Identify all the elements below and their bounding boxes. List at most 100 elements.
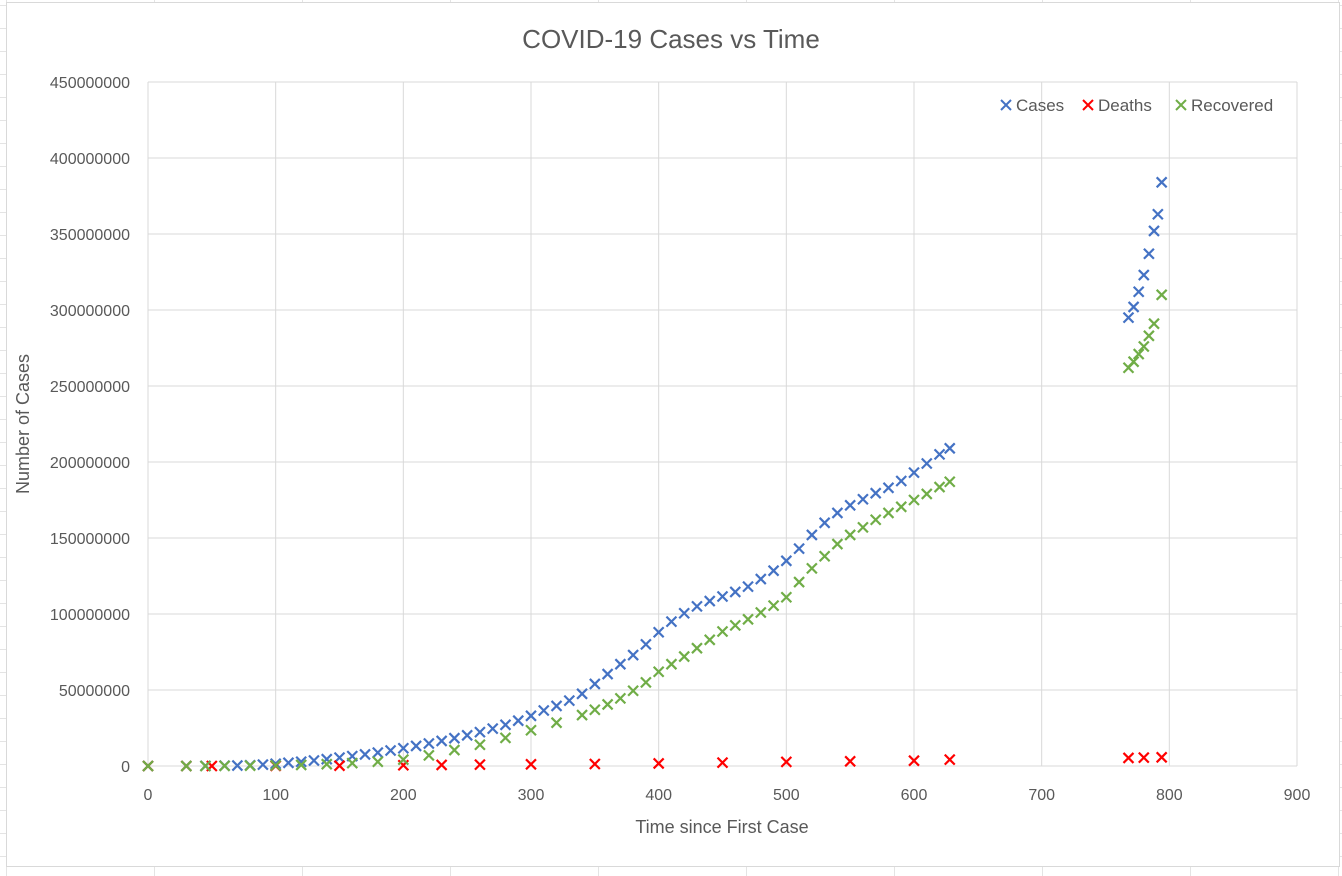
data-point — [346, 757, 359, 769]
data-point — [1155, 176, 1168, 189]
data-point — [1143, 247, 1155, 260]
legend-entry[interactable]: Deaths — [1098, 96, 1152, 115]
data-point — [908, 494, 920, 506]
data-point — [703, 595, 716, 607]
data-point — [435, 735, 448, 747]
data-point — [895, 475, 908, 487]
data-point — [818, 517, 831, 529]
x-axis-label: Time since First Case — [635, 817, 808, 837]
data-point — [780, 756, 793, 768]
data-point — [269, 757, 282, 770]
data-point — [869, 513, 882, 526]
legend-entry[interactable]: Recovered — [1191, 96, 1273, 115]
data-point — [423, 737, 435, 750]
data-point — [652, 757, 665, 770]
data-point — [943, 475, 956, 488]
data-point — [448, 744, 461, 756]
data-point — [512, 714, 525, 727]
data-point — [474, 726, 486, 738]
data-point — [1138, 340, 1150, 353]
data-point — [652, 626, 665, 639]
y-tick-label: 0 — [121, 759, 130, 776]
data-point — [218, 760, 231, 772]
data-point — [908, 466, 920, 479]
data-point — [640, 676, 652, 689]
y-tick-label: 300000000 — [50, 303, 130, 320]
data-point — [640, 638, 652, 651]
data-point — [1148, 317, 1160, 330]
gridlines — [147, 81, 1298, 767]
data-point — [448, 732, 461, 744]
data-point — [767, 564, 780, 577]
series-markers — [142, 176, 1168, 772]
data-point — [1155, 751, 1168, 764]
data-point — [435, 759, 448, 771]
data-point — [755, 573, 767, 585]
legend[interactable]: Cases Deaths Recovered — [1000, 96, 1273, 115]
data-point — [920, 457, 933, 470]
data-point — [1155, 289, 1168, 301]
x-tick-label: 500 — [773, 787, 800, 804]
data-point — [1148, 225, 1160, 237]
data-point — [844, 499, 856, 512]
x-tick-label: 700 — [1028, 787, 1055, 804]
data-point — [703, 634, 716, 646]
data-point — [384, 744, 397, 757]
data-point — [589, 678, 601, 690]
data-point — [320, 753, 333, 765]
y-axis-ticks: 0 50000000 100000000 150000000 200000000 2500… — [50, 75, 130, 776]
data-point — [1122, 311, 1135, 324]
data-point — [589, 758, 601, 770]
y-tick-label: 250000000 — [50, 379, 130, 396]
data-point — [142, 760, 154, 772]
data-point — [525, 724, 537, 737]
data-point — [933, 448, 946, 461]
data-point — [767, 599, 780, 612]
data-point — [793, 576, 805, 588]
data-point — [359, 748, 371, 761]
data-point — [691, 600, 703, 613]
data-point — [333, 759, 346, 772]
data-point — [397, 742, 410, 754]
data-point — [269, 759, 282, 772]
chart-area[interactable] — [6, 2, 1340, 867]
x-tick-label: 0 — [144, 787, 153, 804]
data-point — [1138, 751, 1150, 764]
x-axis-ticks: 0 100 200 300 400 500 600 700 800 900 — [144, 787, 1311, 804]
data-point — [943, 753, 956, 766]
data-point — [231, 759, 244, 772]
data-point — [1143, 330, 1155, 342]
data-point — [933, 481, 946, 493]
x-tick-label: 200 — [390, 787, 417, 804]
data-point — [742, 613, 754, 626]
data-point — [1122, 752, 1135, 764]
data-point — [397, 753, 410, 766]
data-point — [857, 521, 869, 534]
series-cases — [142, 176, 1168, 772]
data-point — [943, 442, 956, 455]
data-point — [742, 580, 754, 593]
data-point — [244, 759, 256, 772]
legend-entry[interactable]: Cases — [1016, 96, 1064, 115]
x-tick-label: 900 — [1284, 787, 1311, 804]
data-point — [525, 758, 537, 771]
data-point — [716, 590, 729, 603]
legend-marker — [1082, 99, 1094, 111]
data-point — [665, 615, 678, 628]
data-point — [410, 740, 422, 752]
data-point — [257, 758, 269, 771]
data-point — [499, 719, 512, 731]
data-point — [199, 760, 212, 772]
data-point — [678, 607, 690, 620]
legend-marker — [1000, 99, 1012, 111]
data-point — [652, 665, 665, 678]
data-point — [844, 755, 856, 768]
data-point — [818, 550, 831, 563]
y-tick-label: 400000000 — [50, 151, 130, 168]
y-tick-label: 350000000 — [50, 227, 130, 244]
data-point — [282, 757, 295, 769]
data-point — [882, 507, 895, 519]
data-point — [869, 487, 882, 499]
y-tick-label: 150000000 — [50, 531, 130, 548]
